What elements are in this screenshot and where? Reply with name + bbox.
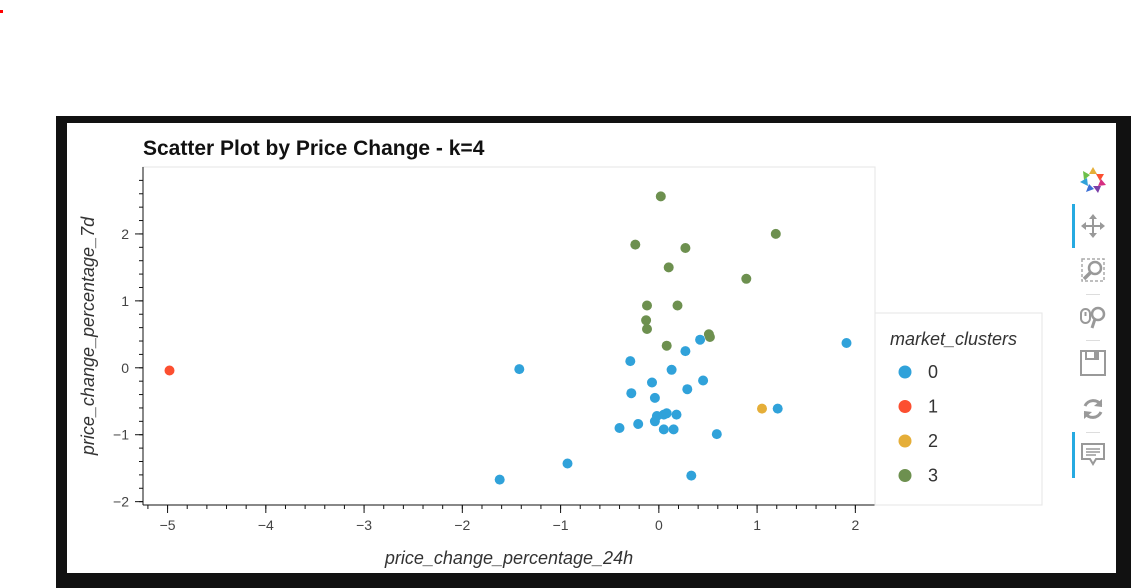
x-tick-label: −3	[356, 517, 372, 533]
scatter-point-cluster-0	[680, 346, 691, 357]
scatter-point-cluster-0	[686, 470, 697, 481]
legend-label-2: 2	[928, 431, 938, 451]
hover-active-indicator	[1072, 432, 1075, 478]
scatter-point-cluster-2	[757, 403, 767, 414]
x-tick-label: 2	[851, 517, 859, 533]
scatter-point-cluster-3	[680, 243, 691, 253]
scatter-point-cluster-0	[772, 403, 783, 414]
bokeh-logo-icon[interactable]	[1078, 165, 1108, 195]
legend: market_clusters 0 1 2 3	[874, 312, 1043, 506]
x-tick-label: −2	[454, 517, 470, 533]
scatter-point-cluster-3	[704, 332, 715, 342]
scatter-point-cluster-3	[770, 228, 781, 239]
y-tick-label: −1	[113, 427, 129, 443]
scatter-point-cluster-3	[672, 300, 683, 311]
scatter-point-cluster-0	[711, 429, 722, 440]
scatter-point-cluster-0	[661, 408, 672, 419]
legend-marker-1	[898, 400, 912, 413]
legend-label-1: 1	[928, 397, 938, 417]
scatter-point-cluster-3	[741, 273, 752, 284]
scatter-point-cluster-0	[647, 377, 657, 388]
scatter-point-cluster-0	[668, 424, 679, 435]
legend-label-3: 3	[928, 466, 938, 486]
pan-icon[interactable]	[1078, 211, 1108, 241]
scatter-point-cluster-0	[649, 416, 660, 427]
plot-panel: Scatter Plot by Price Change - k=4 −5 −4−…	[67, 123, 1116, 573]
plot-area	[142, 166, 876, 506]
scatter-point-cluster-0	[695, 334, 706, 345]
scatter-point-cluster-0	[649, 392, 660, 403]
scatter-point-cluster-0	[625, 356, 636, 367]
scatter-point-cluster-0	[658, 424, 669, 435]
legend-marker-3	[898, 469, 912, 482]
legend-marker-2	[898, 434, 912, 448]
scatter-point-cluster-3	[661, 340, 672, 351]
plot-toolbar	[1072, 160, 1112, 490]
scatter-point-cluster-0	[682, 384, 693, 395]
scatter-point-cluster-3	[655, 191, 666, 202]
axes: −5 −4 −3 −2 −1 0 1 2 −2 −1 0 1 2	[113, 167, 875, 533]
reset-icon[interactable]	[1078, 394, 1108, 424]
y-tick-label: 1	[121, 293, 129, 309]
scatter-point-cluster-3	[642, 300, 652, 311]
scatter-point-cluster-1	[164, 365, 175, 376]
scatter-point-cluster-0	[614, 423, 625, 433]
scatter-point-cluster-0	[841, 338, 852, 348]
y-tick-label: 2	[121, 226, 129, 242]
hover-icon[interactable]	[1078, 440, 1108, 470]
scatter-point-cluster-3	[630, 239, 641, 250]
x-axis-label: price_change_percentage_24h	[384, 548, 633, 568]
chart-title: Scatter Plot by Price Change - k=4	[143, 137, 485, 160]
scatter-point-cluster-0	[626, 388, 637, 399]
scatter-point-cluster-0	[514, 364, 525, 375]
pan-active-indicator	[1072, 204, 1075, 248]
legend-label-0: 0	[928, 362, 938, 382]
x-tick-label: 1	[753, 517, 761, 533]
scatter-point-cluster-0	[666, 364, 677, 375]
wheel-zoom-icon[interactable]	[1078, 302, 1108, 332]
x-tick-label: −4	[258, 517, 274, 533]
scatter-chart: Scatter Plot by Price Change - k=4 −5 −4−…	[78, 137, 1043, 568]
y-tick-label: 0	[121, 360, 129, 376]
corner-marker	[0, 10, 3, 13]
box-zoom-icon[interactable]	[1078, 255, 1108, 285]
legend-title: market_clusters	[890, 329, 1017, 349]
y-axis-label: price_change_percentage_7d	[78, 216, 98, 456]
scatter-point-cluster-0	[671, 409, 682, 420]
scatter-point-cluster-3	[642, 324, 652, 334]
y-tick-label: −2	[113, 494, 129, 510]
x-tick-label: −5	[160, 517, 176, 533]
legend-marker-0	[898, 365, 912, 379]
data-points	[164, 191, 852, 485]
scatter-point-cluster-0	[698, 375, 709, 386]
scatter-point-cluster-0	[494, 474, 505, 485]
toolbar-separator	[1086, 432, 1100, 433]
x-tick-label: −1	[553, 517, 569, 533]
scatter-point-cluster-0	[633, 419, 644, 429]
toolbar-separator	[1086, 340, 1100, 341]
scatter-point-cluster-3	[641, 315, 652, 326]
scatter-point-cluster-3	[663, 262, 674, 273]
toolbar-separator	[1086, 294, 1100, 295]
scatter-point-cluster-0	[562, 458, 573, 469]
save-icon[interactable]	[1078, 348, 1108, 378]
x-tick-label: 0	[655, 517, 663, 533]
